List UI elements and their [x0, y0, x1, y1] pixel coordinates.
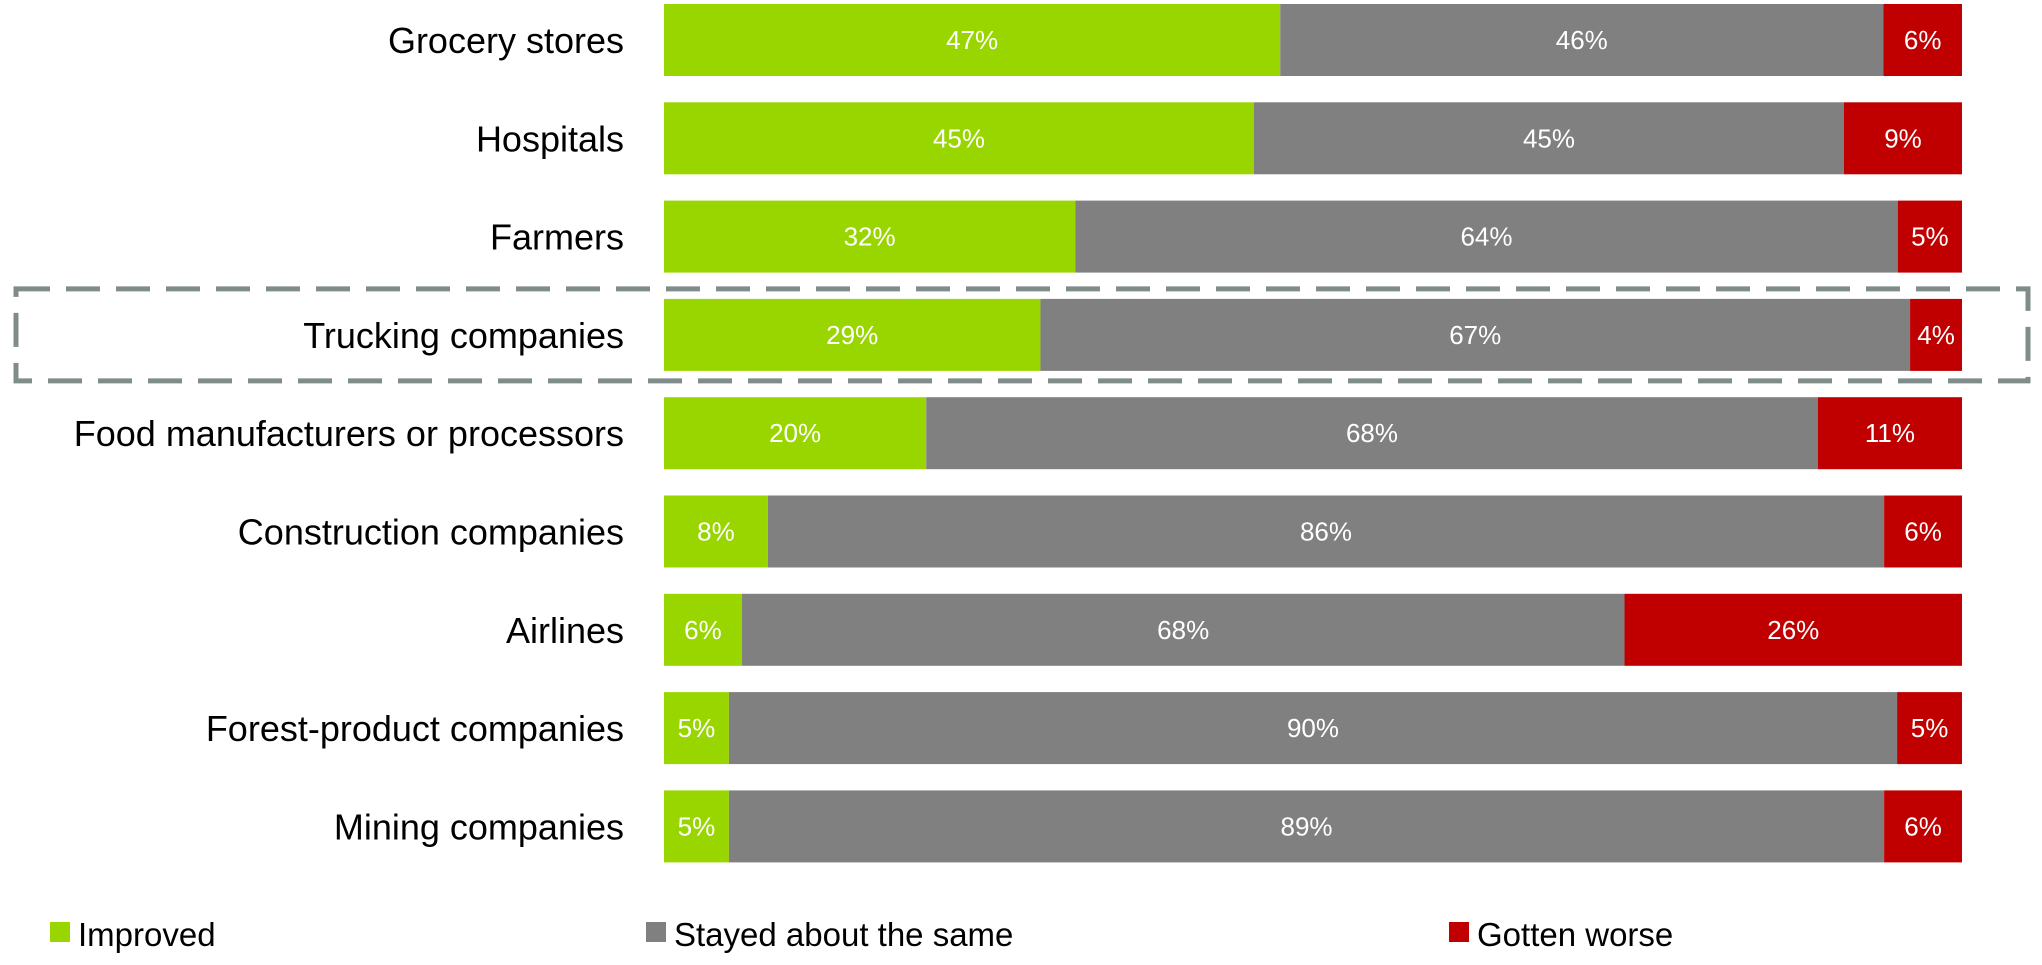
category-label: Farmers: [490, 217, 624, 258]
bar-row-food-manufacturers-or-processors: 20% 68% 11%: [664, 397, 1962, 470]
category-label: Mining companies: [334, 806, 624, 847]
bar-segment-gotten-worse: [1884, 790, 1962, 863]
data-label: 26%: [1767, 615, 1819, 645]
bar-segment-improved: [664, 790, 729, 863]
bar-segment-stayed-about-the-same: [926, 397, 1818, 470]
data-label: 46%: [1556, 25, 1608, 55]
data-label: 86%: [1300, 517, 1352, 547]
bar-segment-gotten-worse: [1817, 397, 1962, 470]
bar-segment-stayed-about-the-same: [728, 692, 1898, 765]
legend-item-gotten-worse: Gotten worse: [1449, 916, 1673, 953]
data-label: 5%: [678, 811, 716, 841]
legend-swatch: [646, 922, 666, 942]
data-label: 29%: [826, 320, 878, 350]
bar-segment-gotten-worse: [1844, 102, 1962, 175]
bar-row-construction-companies: 8% 86% 6%: [664, 495, 1962, 568]
data-label: 4%: [1917, 320, 1955, 350]
bar-segment-improved: [664, 397, 927, 470]
category-label: Grocery stores: [388, 20, 624, 61]
category-labels: Grocery stores Hospitals Farmers Trucking c…: [74, 20, 624, 847]
category-label: Trucking companies: [303, 315, 624, 356]
legend-item-stayed-about-the-same: Stayed about the same: [646, 916, 1013, 953]
bar-row-trucking-companies: 29% 67% 4%: [664, 298, 1962, 371]
bar-segment-stayed-about-the-same: [1280, 4, 1884, 76]
highlight-box: [13, 286, 2031, 384]
bar-segment-stayed-about-the-same: [741, 593, 1625, 666]
category-label: Airlines: [506, 610, 624, 651]
bar-segment-improved: [664, 593, 742, 666]
bar-segment-stayed-about-the-same: [1254, 102, 1844, 175]
data-label: 6%: [1904, 811, 1942, 841]
bar-segment-gotten-worse: [1884, 495, 1962, 568]
bar-row-farmers: 32% 64% 5%: [664, 200, 1962, 273]
bar-segment-stayed-about-the-same: [1075, 200, 1898, 273]
bar-segment-gotten-worse: [1883, 4, 1962, 76]
data-label: 5%: [678, 713, 716, 743]
data-label: 64%: [1460, 222, 1512, 252]
bar-segment-improved: [664, 298, 1041, 371]
legend-label: Improved: [78, 916, 216, 953]
data-label: 90%: [1287, 713, 1339, 743]
bar-segment-stayed-about-the-same: [728, 790, 1885, 863]
data-label: 5%: [1911, 713, 1949, 743]
bar-row-grocery-stores: 47% 46% 6%: [664, 4, 1962, 76]
data-label: 11%: [1865, 418, 1915, 448]
bar-row-forest-product-companies: 5% 90% 5%: [664, 692, 1962, 765]
category-label: Hospitals: [476, 118, 624, 159]
data-label: 9%: [1884, 123, 1922, 153]
bar-segment-improved: [664, 102, 1254, 175]
category-label: Food manufacturers or processors: [74, 413, 624, 454]
bar-segment-gotten-worse: [1897, 200, 1962, 273]
data-label: 6%: [1904, 25, 1942, 55]
bar-segment-improved: [664, 4, 1281, 76]
bar-segment-improved: [664, 692, 729, 765]
bars-layer: 47% 46% 6% 45% 45% 9% 32% 64% 5% 29% 67% 4% 20% 68% 11…: [664, 4, 1962, 863]
category-label: Construction companies: [238, 512, 624, 553]
bar-segment-gotten-worse: [1897, 692, 1962, 765]
bar-segment-gotten-worse: [1624, 593, 1962, 666]
legend-swatch: [1449, 922, 1469, 942]
bar-segment-stayed-about-the-same: [767, 495, 1885, 568]
bar-row-airlines: 6% 68% 26%: [664, 593, 1962, 666]
data-label: 32%: [844, 222, 896, 252]
data-label: 45%: [933, 123, 985, 153]
legend-item-improved: Improved: [50, 916, 216, 953]
legend-label: Stayed about the same: [674, 916, 1013, 953]
bar-row-mining-companies: 5% 89% 6%: [664, 790, 1962, 863]
data-label: 67%: [1449, 320, 1501, 350]
data-label: 5%: [1911, 222, 1949, 252]
legend-label: Gotten worse: [1477, 916, 1673, 953]
data-label: 47%: [946, 25, 998, 55]
data-label: 20%: [769, 418, 821, 448]
bar-segment-improved: [664, 495, 768, 568]
bar-segment-stayed-about-the-same: [1040, 298, 1911, 371]
legend: Improved Stayed about the same Gotten wors…: [50, 916, 1673, 953]
category-label: Forest-product companies: [206, 708, 624, 749]
data-label: 6%: [1904, 517, 1942, 547]
bar-row-hospitals: 45% 45% 9%: [664, 102, 1962, 175]
data-label: 68%: [1157, 615, 1209, 645]
data-label: 8%: [697, 517, 735, 547]
bar-segment-gotten-worse: [1910, 298, 1962, 371]
data-label: 6%: [684, 615, 722, 645]
bar-segment-improved: [664, 200, 1076, 273]
data-label: 89%: [1280, 811, 1332, 841]
data-label: 68%: [1346, 418, 1398, 448]
legend-swatch: [50, 922, 70, 942]
data-label: 45%: [1523, 123, 1575, 153]
highlight-layer: [13, 286, 2031, 384]
